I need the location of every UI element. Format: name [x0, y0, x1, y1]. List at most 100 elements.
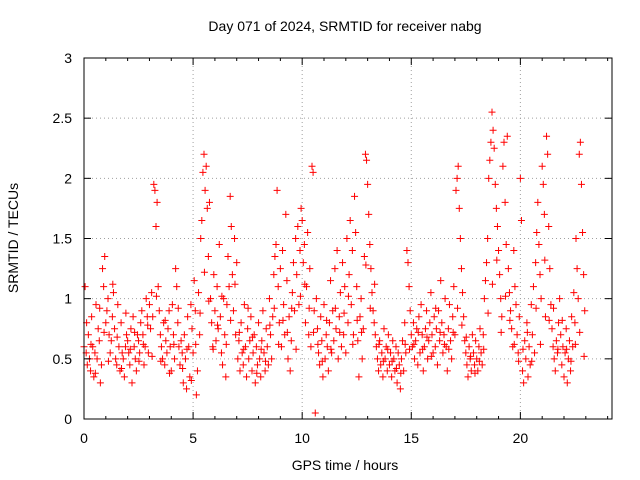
data-point [567, 367, 575, 375]
data-point [528, 357, 536, 365]
data-point [460, 313, 468, 321]
data-point [467, 367, 475, 375]
data-point [115, 343, 123, 351]
data-point [410, 340, 418, 348]
data-point [135, 357, 143, 365]
data-point [322, 331, 330, 339]
data-point [131, 355, 139, 363]
data-point [486, 156, 494, 164]
data-point [511, 283, 519, 291]
data-point [342, 349, 350, 357]
data-point [301, 280, 309, 288]
data-point [150, 180, 158, 188]
data-point [170, 340, 178, 348]
data-point [440, 340, 448, 348]
data-point [567, 357, 575, 365]
data-point [288, 304, 296, 312]
data-point [262, 357, 270, 365]
data-point [348, 247, 356, 255]
data-point [257, 345, 265, 353]
data-point [423, 333, 431, 341]
data-point [96, 379, 104, 387]
data-point [580, 352, 588, 360]
data-point [145, 301, 153, 309]
data-point [336, 328, 344, 336]
data-point [506, 316, 514, 324]
data-point [334, 355, 342, 363]
data-point [428, 331, 436, 339]
data-point [148, 289, 156, 297]
data-point [559, 343, 567, 351]
data-point [345, 271, 353, 279]
data-point [437, 277, 445, 285]
data-point [272, 241, 280, 249]
data-point [519, 345, 527, 353]
data-point [427, 352, 435, 360]
data-point [471, 369, 479, 377]
data-point [365, 210, 373, 218]
y-tick-label: 3 [64, 50, 72, 66]
data-point [166, 369, 174, 377]
data-point [195, 289, 203, 297]
data-point [174, 319, 182, 327]
data-point [93, 355, 101, 363]
data-point [120, 373, 128, 381]
data-point [165, 307, 173, 315]
data-point [496, 271, 504, 279]
data-point [525, 343, 533, 351]
data-point [449, 313, 457, 321]
data-point [138, 307, 146, 315]
data-point [183, 345, 191, 353]
data-point [539, 180, 547, 188]
data-point [191, 307, 199, 315]
data-point [476, 325, 484, 333]
data-point [436, 328, 444, 336]
data-point [253, 361, 261, 369]
data-point [514, 349, 522, 357]
data-point [199, 168, 207, 176]
data-point [104, 295, 112, 303]
data-point [558, 361, 566, 369]
data-point [331, 265, 339, 273]
data-point [246, 337, 254, 345]
data-point [118, 349, 126, 357]
data-point [454, 162, 462, 170]
data-point [96, 304, 104, 312]
data-point [214, 321, 222, 329]
data-point [323, 316, 331, 324]
data-point [426, 319, 434, 327]
data-point [320, 301, 328, 309]
data-point [112, 355, 120, 363]
data-point [409, 319, 417, 327]
data-points [80, 108, 589, 417]
data-point [188, 325, 196, 333]
data-point [376, 337, 384, 345]
data-point [541, 313, 549, 321]
data-point [212, 337, 220, 345]
data-point [401, 319, 409, 327]
data-point [318, 337, 326, 345]
data-point [202, 162, 210, 170]
data-point [484, 235, 492, 242]
data-point [417, 301, 425, 309]
data-point [123, 331, 131, 339]
data-point [88, 313, 96, 321]
y-tick-label: 1 [64, 291, 72, 307]
data-point [375, 367, 383, 375]
data-point [344, 292, 352, 300]
data-point [485, 174, 493, 182]
data-point [102, 319, 110, 327]
data-point [100, 283, 108, 291]
data-point [532, 259, 540, 267]
data-point [471, 361, 479, 369]
data-point [462, 333, 470, 341]
data-point [371, 331, 379, 339]
data-point [344, 319, 352, 327]
data-point [479, 331, 487, 339]
data-point [356, 313, 364, 321]
y-tick-label: 2.5 [53, 110, 73, 126]
data-point [251, 379, 259, 387]
data-point [305, 304, 313, 312]
data-point [104, 357, 112, 365]
x-tick-label: 20 [513, 430, 529, 446]
